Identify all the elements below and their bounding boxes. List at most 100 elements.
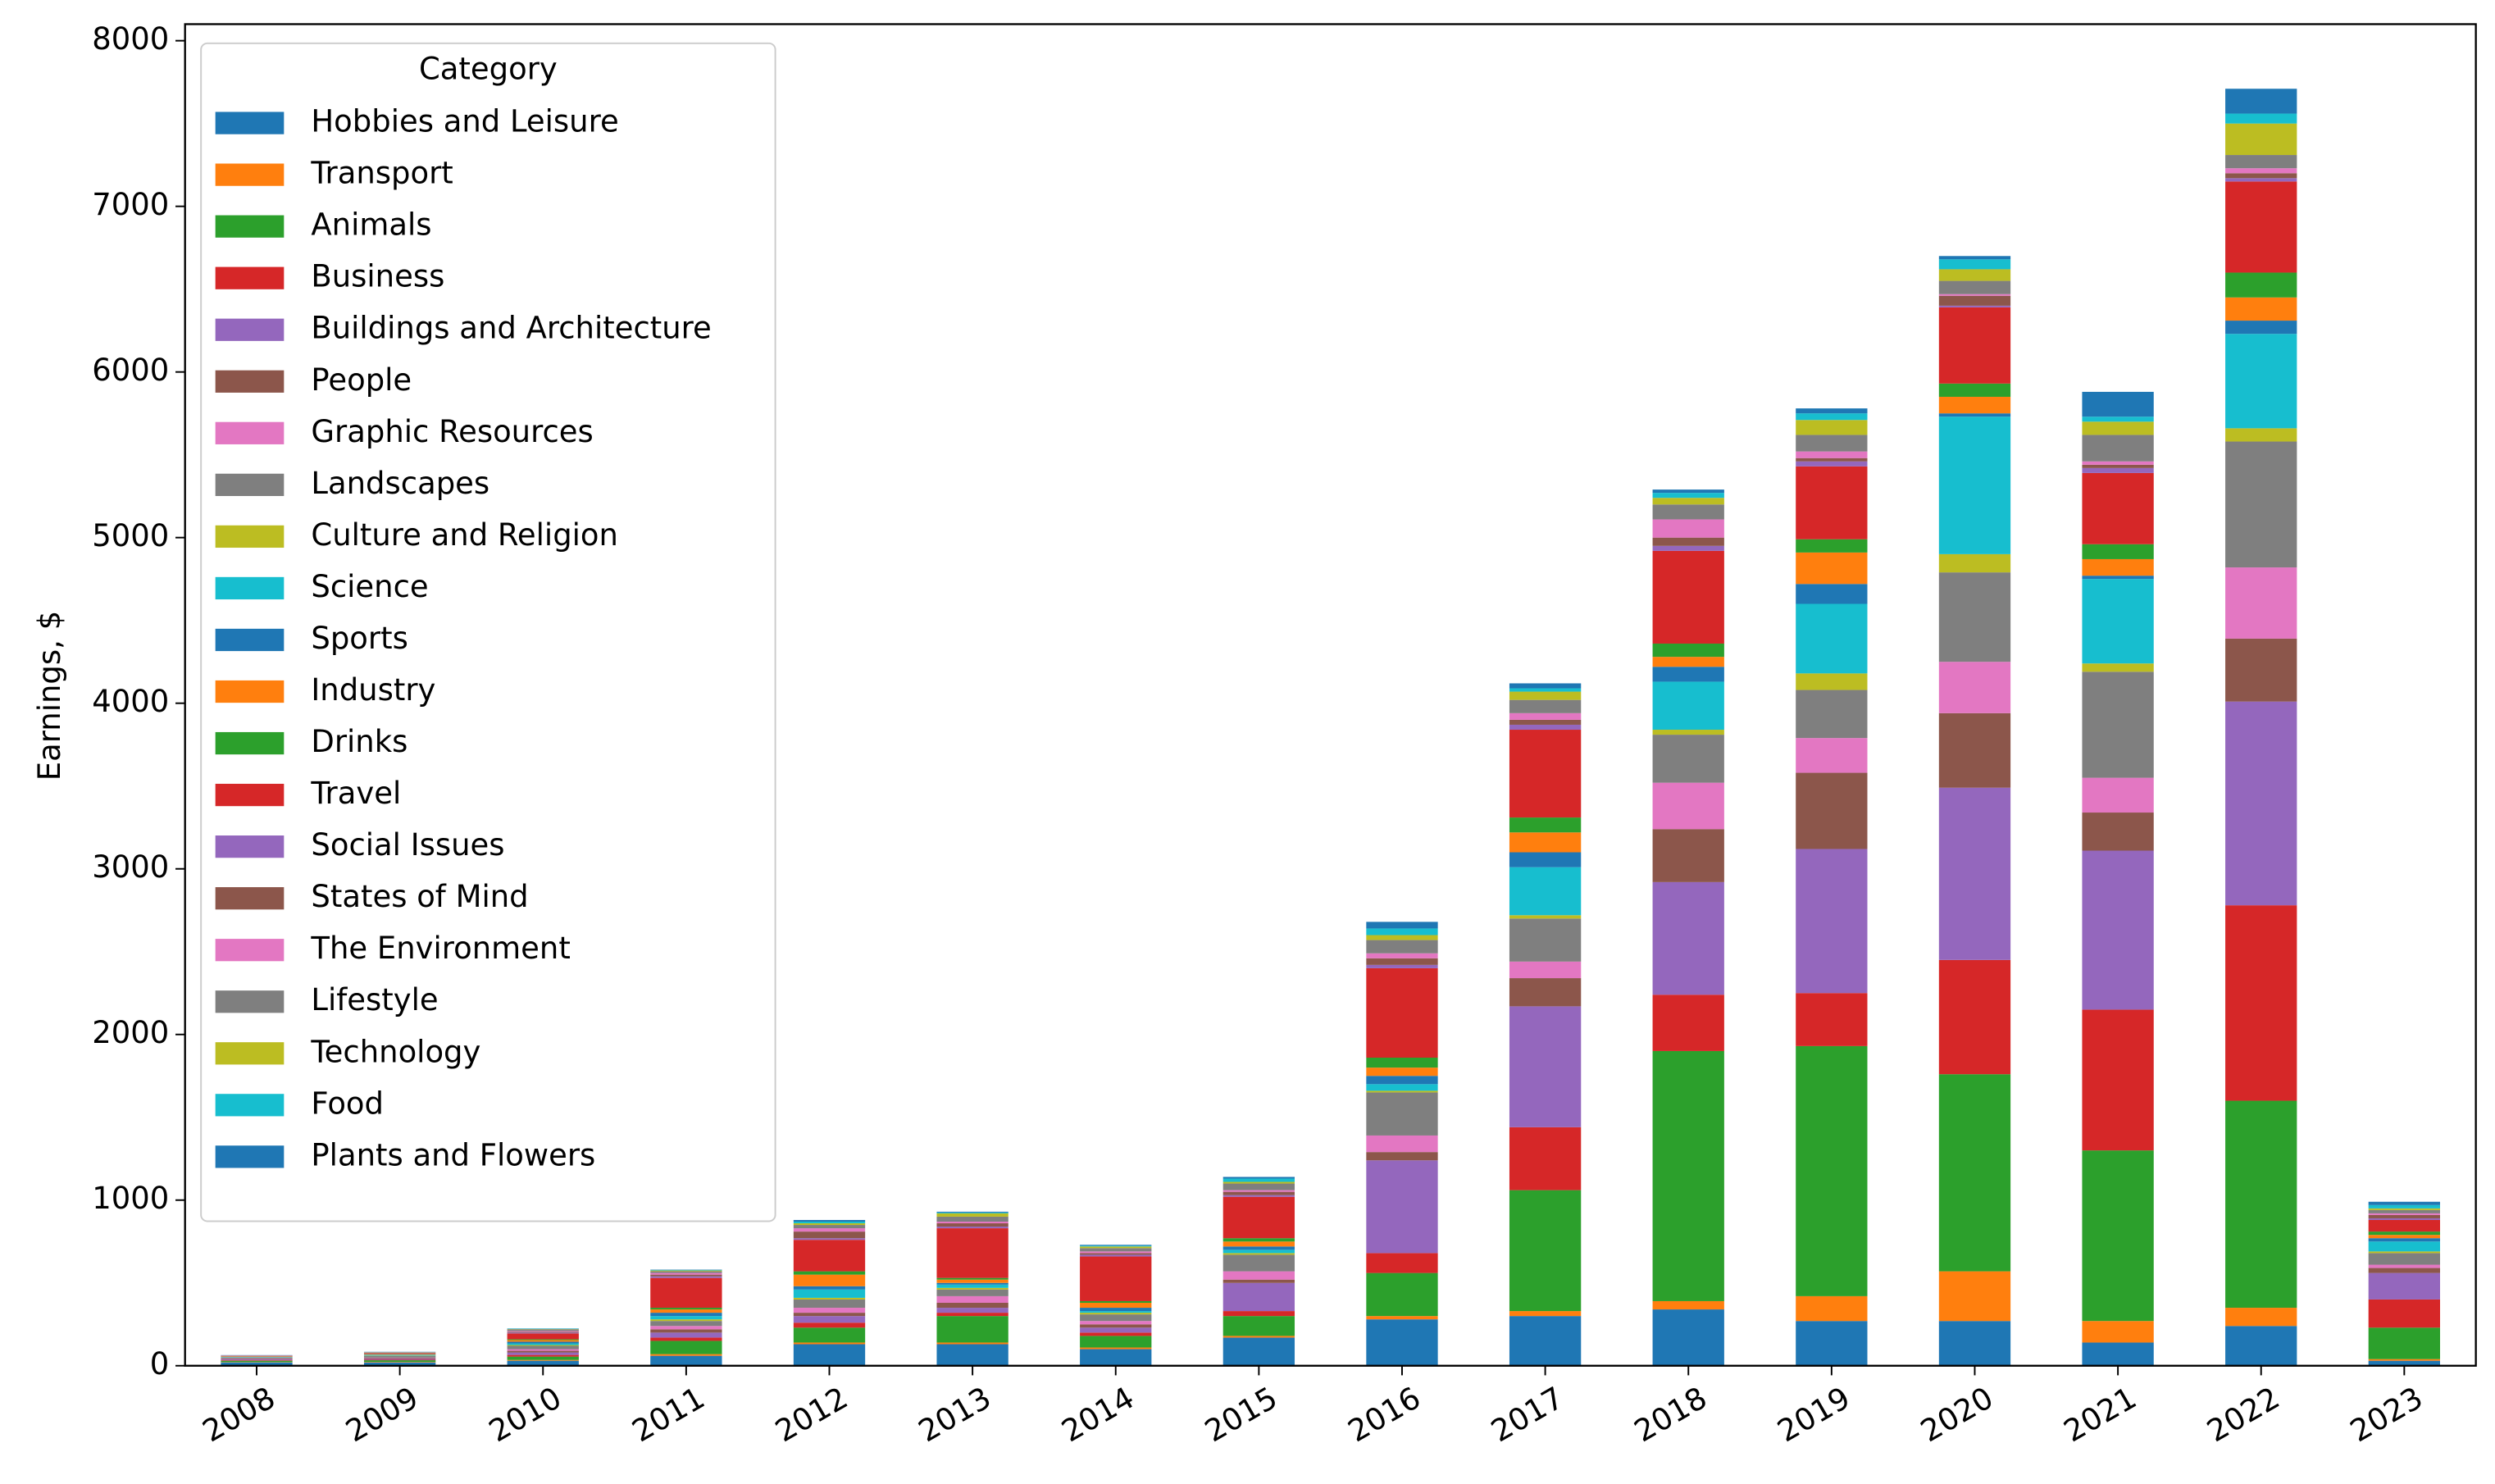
bar-segment: [1652, 735, 1724, 783]
bar-segment: [507, 1329, 579, 1332]
bar-segment: [650, 1337, 722, 1341]
bar-segment: [1652, 643, 1724, 658]
bar-segment: [363, 1355, 436, 1358]
bar-segment: [2082, 777, 2154, 813]
bar-segment: [1938, 1271, 2011, 1322]
legend-swatch: [215, 525, 285, 549]
bar-segment: [1366, 1253, 1438, 1273]
bar-segment: [1366, 1092, 1438, 1136]
bar-segment: [650, 1271, 722, 1273]
bar-segment: [1652, 1300, 1724, 1310]
bar-segment: [793, 1316, 866, 1323]
bar-segment: [650, 1277, 722, 1309]
bar-segment: [1652, 504, 1724, 520]
bar-segment: [1222, 1238, 1295, 1242]
bar-segment: [1652, 995, 1724, 1051]
bar-segment: [1652, 537, 1724, 546]
bar-segment: [1222, 1195, 1295, 1197]
bar-segment: [650, 1355, 722, 1366]
bar-segment: [2368, 1231, 2440, 1236]
bar-segment: [936, 1316, 1008, 1343]
legend-box: [200, 42, 776, 1222]
legend-label: Technology: [310, 1034, 480, 1069]
bar-segment: [2225, 155, 2297, 169]
bar-segment: [2082, 813, 2154, 851]
bar-segment: [2082, 671, 2154, 778]
legend-label: Graphic Resources: [311, 414, 593, 449]
bar-segment: [221, 1357, 293, 1359]
bar-segment: [936, 1287, 1008, 1290]
bar-segment: [1796, 849, 1868, 994]
bar-segment: [1938, 295, 2011, 306]
y-axis-label: Earnings, $: [32, 611, 67, 781]
bar-segment: [1222, 1177, 1295, 1179]
bar-segment: [650, 1316, 722, 1320]
bar-segment: [1080, 1254, 1152, 1257]
bar-segment: [1222, 1190, 1295, 1192]
bar-segment: [1509, 832, 1582, 853]
bar-segment: [1796, 738, 1868, 773]
bar-segment: [1938, 280, 2011, 294]
bar-segment: [793, 1327, 866, 1343]
bar-segment: [1796, 603, 1868, 674]
bar-segment: [1366, 1272, 1438, 1317]
legend-label: Landscapes: [311, 466, 489, 501]
bar-segment: [1080, 1347, 1152, 1350]
bar-segment: [2225, 701, 2297, 906]
bar-segment: [1509, 730, 1582, 818]
bar-segment: [1080, 1251, 1152, 1254]
bar-segment: [793, 1238, 866, 1240]
bar-segment: [793, 1240, 866, 1272]
bar-segment: [1222, 1282, 1295, 1312]
bar-segment: [2225, 178, 2297, 182]
bar-segment: [2368, 1209, 2440, 1213]
bar-segment: [221, 1360, 293, 1363]
bar-segment: [1509, 699, 1582, 713]
bar-segment: [1366, 1160, 1438, 1254]
bar-segment: [1509, 915, 1582, 919]
bar-segment: [1080, 1302, 1152, 1309]
bar-segment: [1938, 1074, 2011, 1272]
bar-segment: [507, 1352, 579, 1355]
x-tick-label: 2017: [1485, 1380, 1569, 1449]
legend-swatch: [215, 783, 285, 807]
legend-label: States of Mind: [311, 879, 528, 914]
bar-segment: [1366, 1152, 1438, 1161]
bar-segment: [1509, 1316, 1582, 1366]
bar-segment: [1796, 584, 1868, 604]
x-tick-label: 2012: [769, 1380, 854, 1449]
bar-segment: [1796, 1045, 1868, 1296]
bar-segment: [1222, 1196, 1295, 1239]
bar-segment: [1509, 978, 1582, 1007]
bar-segment: [1796, 1295, 1868, 1322]
bar-segment: [2368, 1218, 2440, 1220]
bar-segment: [1509, 1311, 1582, 1317]
legend-swatch: [215, 318, 285, 341]
bar-segment: [2082, 421, 2154, 435]
bar-segment: [1796, 420, 1868, 435]
bar-segment: [507, 1350, 579, 1353]
plot-frame: [184, 23, 2477, 1367]
bar-segment: [650, 1321, 722, 1327]
bar-segment: [936, 1342, 1008, 1345]
y-tick-label: 8000: [92, 21, 169, 57]
legend-title: Category: [419, 51, 558, 86]
bar-segment: [1222, 1250, 1295, 1254]
bar-segment: [2082, 1321, 2154, 1343]
bar-segment: [2082, 472, 2154, 544]
bar-segment: [363, 1358, 436, 1359]
bar-segment: [1796, 552, 1868, 585]
legend-label: Business: [311, 259, 444, 294]
bar-segment: [1938, 712, 2011, 788]
bar-segment: [2225, 1326, 2297, 1366]
bar-segment: [1366, 1084, 1438, 1091]
bar-segment: [2082, 391, 2154, 417]
bar-segment: [1652, 667, 1724, 682]
legend-label: Food: [311, 1086, 384, 1121]
bar-segment: [507, 1339, 579, 1341]
bar-segment: [2368, 1201, 2440, 1205]
bar-segment: [650, 1319, 722, 1322]
bar-segment: [1080, 1311, 1152, 1313]
